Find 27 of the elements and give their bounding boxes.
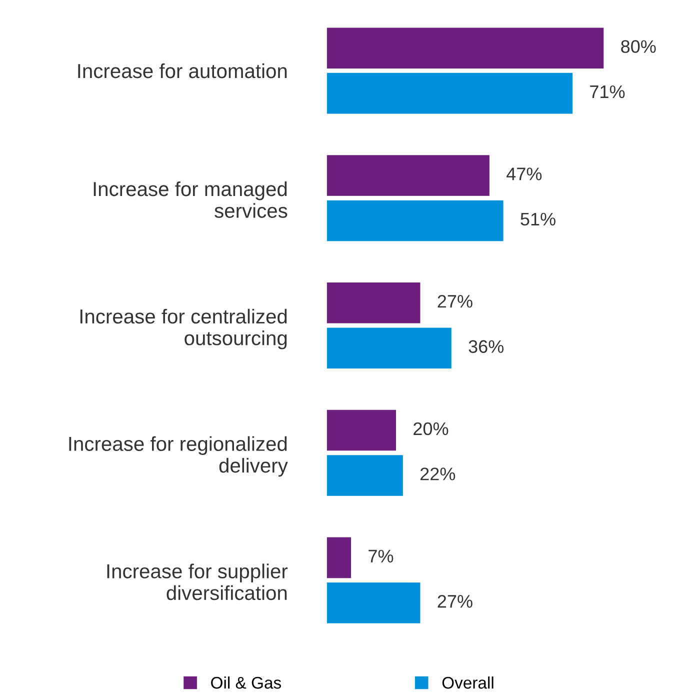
data-label: 20% <box>414 422 448 436</box>
data-label: 7% <box>368 550 394 562</box>
data-label: 51% <box>520 212 556 226</box>
y-tick-label: Increase for automation <box>78 63 287 78</box>
bar <box>326 410 396 451</box>
y-tick-label: Increase for centralized outsourcing <box>80 308 287 350</box>
legend-label: Overall <box>442 676 494 689</box>
data-label: 27% <box>438 294 472 308</box>
data-label: 27% <box>438 594 472 608</box>
bar <box>326 282 420 324</box>
legend-label: Oil & Gas <box>211 676 281 689</box>
bar <box>326 155 490 196</box>
y-tick-label: Increase for managed services <box>94 181 288 218</box>
data-label: 47% <box>506 168 542 180</box>
data-label: 80% <box>621 40 656 53</box>
data-label: 36% <box>468 340 504 353</box>
y-tick-label: Increase for supplier diversification <box>107 564 288 600</box>
bar <box>326 28 604 68</box>
data-label: 22% <box>420 468 456 480</box>
bar <box>326 582 420 624</box>
bar <box>326 328 452 368</box>
bar <box>326 537 352 578</box>
y-tick-label: Increase for regionalized delivery <box>69 436 288 477</box>
bar <box>326 200 504 242</box>
data-label: 71% <box>590 85 625 98</box>
bar <box>326 72 572 114</box>
bar <box>326 455 403 496</box>
